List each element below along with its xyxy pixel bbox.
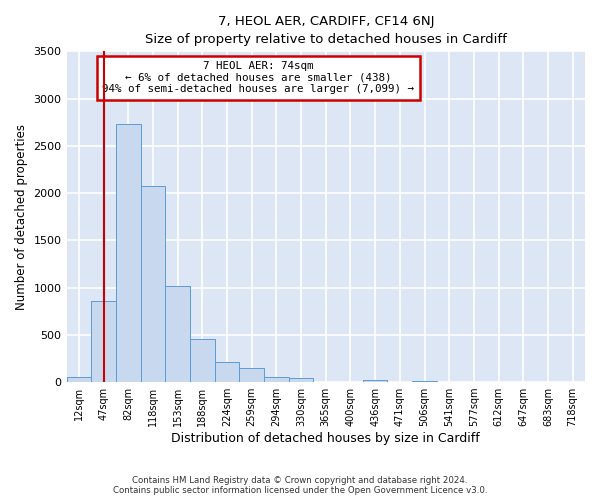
Bar xyxy=(264,377,289,382)
Bar xyxy=(190,339,215,382)
Y-axis label: Number of detached properties: Number of detached properties xyxy=(15,124,28,310)
Bar xyxy=(412,380,437,382)
Bar xyxy=(363,380,388,382)
Bar xyxy=(165,286,190,382)
Bar xyxy=(140,186,165,382)
Title: 7, HEOL AER, CARDIFF, CF14 6NJ
Size of property relative to detached houses in C: 7, HEOL AER, CARDIFF, CF14 6NJ Size of p… xyxy=(145,15,507,46)
Bar xyxy=(215,362,239,382)
X-axis label: Distribution of detached houses by size in Cardiff: Distribution of detached houses by size … xyxy=(172,432,480,445)
Bar xyxy=(91,301,116,382)
Bar xyxy=(116,124,140,382)
Bar xyxy=(67,377,91,382)
Bar xyxy=(239,368,264,382)
Text: Contains HM Land Registry data © Crown copyright and database right 2024.
Contai: Contains HM Land Registry data © Crown c… xyxy=(113,476,487,495)
Text: 7 HEOL AER: 74sqm
← 6% of detached houses are smaller (438)
94% of semi-detached: 7 HEOL AER: 74sqm ← 6% of detached house… xyxy=(103,62,415,94)
Bar xyxy=(289,378,313,382)
